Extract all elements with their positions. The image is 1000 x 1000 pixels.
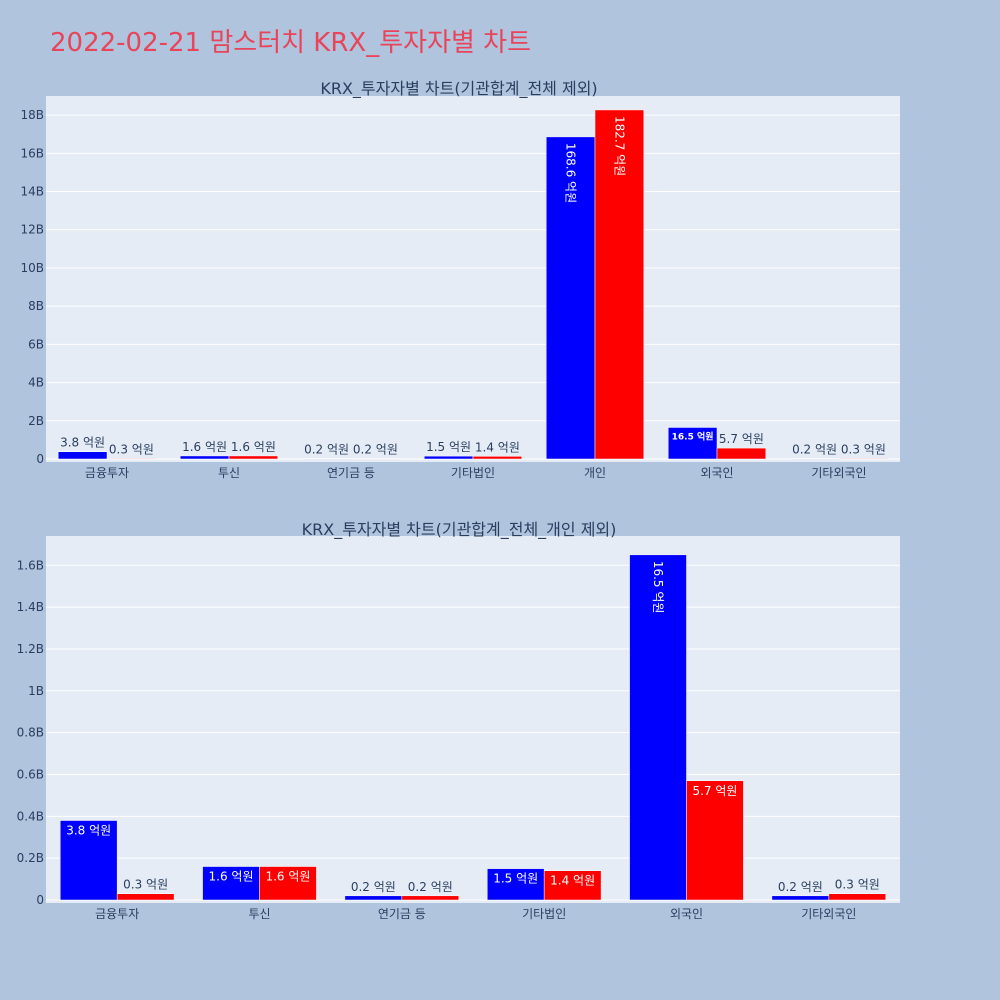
y-tick-label: 18B xyxy=(20,108,44,122)
bar xyxy=(59,820,118,901)
y-tick-label: 4B xyxy=(28,376,44,390)
page-title: 2022-02-21 맘스터치 KRX_투자자별 차트 xyxy=(50,28,532,58)
y-tick-label: 0 xyxy=(36,452,44,466)
data-label: 1.6 억원 xyxy=(231,440,276,454)
bar xyxy=(594,109,645,460)
data-label: 1.5 억원 xyxy=(426,440,471,454)
y-tick-label: 1.6B xyxy=(17,558,44,572)
data-label: 168.6 억원 xyxy=(564,143,578,203)
x-tick-label: 금융투자 xyxy=(85,466,129,480)
bar xyxy=(838,458,889,460)
plot-area xyxy=(46,536,900,903)
x-tick-label: 투신 xyxy=(218,466,240,480)
x-tick-label: 금융투자 xyxy=(95,907,139,921)
y-tick-label: 8B xyxy=(28,299,44,313)
data-label: 0.2 억원 xyxy=(408,880,453,894)
data-label: 1.4 억원 xyxy=(550,874,595,888)
x-tick-label: 기타외국인 xyxy=(811,466,866,480)
bar xyxy=(771,895,830,901)
data-label: 3.8 억원 xyxy=(66,824,111,838)
y-tick-label: 0 xyxy=(36,893,44,907)
bar xyxy=(344,895,403,901)
data-label: 3.8 억원 xyxy=(60,436,105,450)
x-tick-label: 투신 xyxy=(248,907,270,921)
y-tick-label: 14B xyxy=(20,185,44,199)
bar xyxy=(716,447,767,460)
data-label: 1.5 억원 xyxy=(493,872,538,886)
data-label: 5.7 억원 xyxy=(692,784,737,798)
bar xyxy=(401,895,460,901)
bar xyxy=(202,866,260,901)
y-tick-label: 0.4B xyxy=(17,809,44,823)
y-tick-label: 1.2B xyxy=(17,642,44,656)
x-tick-label: 연기금 등 xyxy=(327,466,375,480)
data-label: 0.2 억원 xyxy=(351,880,396,894)
bar xyxy=(828,893,887,901)
y-tick-label: 0.6B xyxy=(17,767,44,781)
y-tick-label: 16B xyxy=(20,146,44,160)
data-label: 1.4 억원 xyxy=(475,440,520,454)
chart-title: KRX_투자자별 차트(기관합계_전체_개인 제외) xyxy=(302,520,617,540)
y-tick-label: 1B xyxy=(28,684,44,698)
data-label: 0.2 억원 xyxy=(778,880,823,894)
bar xyxy=(545,136,596,460)
bar xyxy=(543,870,602,901)
bar xyxy=(106,458,157,460)
bar xyxy=(423,455,474,460)
bar xyxy=(57,451,108,460)
data-label: 0.2 억원 xyxy=(304,443,349,457)
x-tick-label: 기타법인 xyxy=(451,466,495,480)
x-tick-label: 외국인 xyxy=(670,907,703,921)
y-tick-label: 0.2B xyxy=(17,851,44,865)
bar xyxy=(259,866,317,901)
bar xyxy=(629,554,687,901)
y-tick-label: 0.8B xyxy=(17,726,44,740)
data-label: 5.7 억원 xyxy=(719,432,764,446)
data-label: 182.7 억원 xyxy=(612,116,626,176)
chart-title: KRX_투자자별 차트(기관합계_전체 제외) xyxy=(320,79,597,99)
bar xyxy=(472,456,523,460)
y-tick-label: 12B xyxy=(20,223,44,237)
data-label: 0.3 억원 xyxy=(123,878,168,892)
data-label: 1.6 억원 xyxy=(265,870,310,884)
y-tick-label: 10B xyxy=(20,261,44,275)
data-label: 0.2 억원 xyxy=(792,443,837,457)
y-tick-label: 2B xyxy=(28,414,44,428)
bar xyxy=(686,780,744,901)
plot-area xyxy=(46,96,900,462)
y-tick-label: 6B xyxy=(28,337,44,351)
bar xyxy=(350,458,401,460)
chart-2: 0 0.2B 0.4B 0.6B 0.8B 1B 1.2B 1.4B 1.6B KRX_투자자별 … xyxy=(17,520,900,921)
data-label: 0.3 억원 xyxy=(841,442,886,456)
x-tick-label: 개인 xyxy=(584,466,606,480)
bar xyxy=(486,868,545,901)
data-label: 16.5 억원 xyxy=(672,430,714,442)
bar xyxy=(301,458,352,460)
bar xyxy=(228,455,279,460)
x-tick-label: 기타법인 xyxy=(522,907,566,921)
x-tick-label: 연기금 등 xyxy=(378,907,426,921)
data-label: 0.3 억원 xyxy=(835,878,880,892)
data-label: 16.5 억원 xyxy=(651,561,665,614)
bar xyxy=(667,427,718,460)
y-tick-label: 1.4B xyxy=(17,600,44,614)
data-label: 1.6 억원 xyxy=(209,870,254,884)
data-label: 1.6 억원 xyxy=(182,440,227,454)
data-label: 0.2 억원 xyxy=(353,443,398,457)
chart-1: 0 2B 4B 6B 8B 10B 12B 14B 16B 18B KRX_투자자별 차트(기관합계… xyxy=(20,79,900,480)
bar xyxy=(116,893,175,901)
x-tick-label: 외국인 xyxy=(700,466,733,480)
x-tick-label: 기타외국인 xyxy=(801,907,856,921)
data-label: 0.3 억원 xyxy=(109,442,154,456)
bar xyxy=(789,458,840,460)
bar xyxy=(179,455,230,460)
